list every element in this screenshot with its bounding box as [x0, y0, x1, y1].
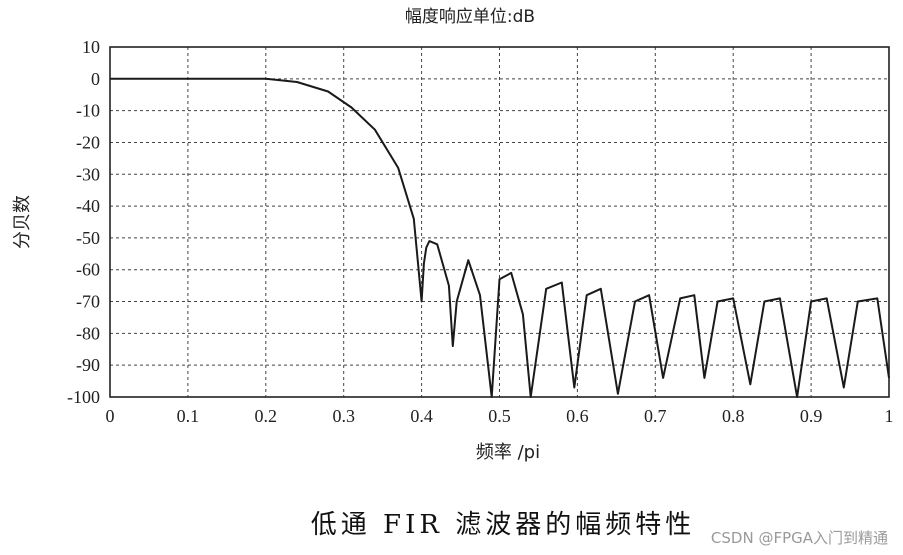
x-tick-label: 1 — [885, 406, 894, 426]
figure-caption: 低通 FIR 滤波器的幅频特性 — [311, 510, 695, 540]
x-axis-ticks: 0 0.1 0.2 0.3 0.4 0.5 0.6 0.7 0.8 0.9 1 — [106, 406, 894, 426]
y-tick-label: -50 — [76, 228, 100, 248]
y-tick-label: -40 — [76, 196, 100, 216]
watermark-text: CSDN @FPGA入门到精通 — [711, 529, 888, 547]
x-tick-label: 0.4 — [410, 406, 433, 426]
x-tick-label: 0 — [106, 406, 115, 426]
x-axis-label: 频率 /pi — [476, 442, 540, 463]
x-tick-label: 0.7 — [644, 406, 667, 426]
y-tick-label: -60 — [76, 260, 100, 280]
y-tick-label: -80 — [76, 323, 100, 343]
y-tick-label: -90 — [76, 355, 100, 375]
grid-lines — [110, 47, 889, 397]
x-tick-label: 0.2 — [255, 406, 278, 426]
x-tick-label: 0.3 — [332, 406, 355, 426]
x-tick-label: 0.5 — [488, 406, 511, 426]
y-tick-label: 10 — [82, 37, 100, 57]
x-tick-label: 0.1 — [177, 406, 200, 426]
plot-frame — [109, 46, 890, 398]
x-tick-label: 0.9 — [800, 406, 823, 426]
y-tick-label: -30 — [76, 164, 100, 184]
y-tick-label: -100 — [67, 387, 100, 407]
y-tick-label: 0 — [91, 69, 100, 89]
y-axis-ticks: 10 0 -10 -20 -30 -40 -50 -60 -70 -80 -90 -100 — [67, 37, 100, 407]
y-tick-label: -70 — [76, 292, 100, 312]
y-tick-label: -10 — [76, 101, 100, 121]
chart-title: 幅度响应单位:dB — [405, 7, 535, 27]
x-tick-label: 0.6 — [566, 406, 589, 426]
x-tick-label: 0.8 — [722, 406, 745, 426]
series-line-magnitude-response — [110, 77, 890, 398]
y-axis-label: 分贝数 — [12, 195, 33, 249]
y-tick-label: -20 — [76, 132, 100, 152]
